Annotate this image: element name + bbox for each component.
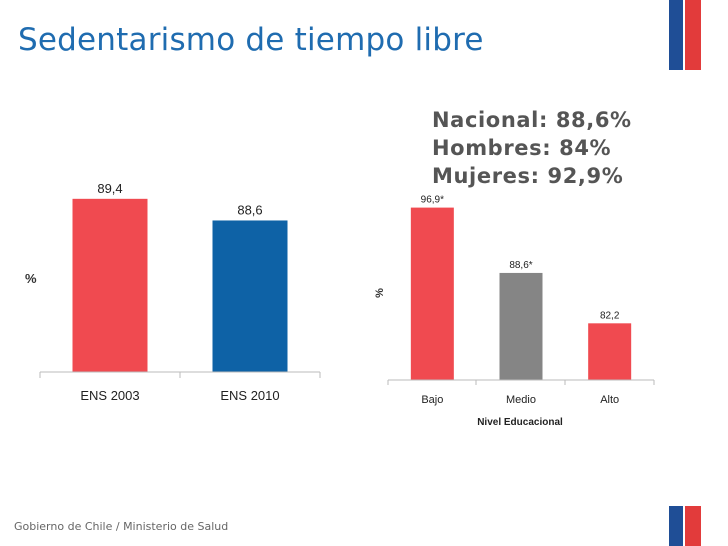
- stat-mujeres: Mujeres: 92,9%: [432, 164, 624, 188]
- data-label-alto: 82,2: [600, 310, 620, 321]
- flag-top: [669, 0, 701, 70]
- chart2-ylabel: %: [374, 288, 386, 298]
- data-label-medio: 88,6*: [509, 260, 532, 271]
- bar-ens-2010: [212, 220, 288, 372]
- page-title: Sedentarismo de tiempo libre: [18, 22, 484, 58]
- tick-label-ens-2010: ENS 2010: [220, 388, 279, 403]
- tick-label-alto: Alto: [600, 394, 619, 406]
- stat-nacional: Nacional: 88,6%: [432, 108, 632, 132]
- bar-ens-2003: [72, 198, 148, 372]
- data-label-ens-2010: 88,6: [237, 202, 262, 217]
- chart1-ylabel: %: [25, 271, 37, 286]
- bar-alto: [588, 323, 632, 380]
- tick-label-bajo: Bajo: [421, 394, 443, 406]
- flag-bottom: [669, 506, 701, 546]
- chart-ens: % ENS 2003 ENS 2010 89,4 88,6: [25, 181, 321, 403]
- data-label-bajo: 96,9*: [421, 195, 444, 206]
- summary-stats: Nacional: 88,6% Hombres: 84% Mujeres: 92…: [432, 106, 632, 190]
- bar-medio: [499, 272, 543, 380]
- footer-text: Gobierno de Chile / Ministerio de Salud: [14, 520, 229, 533]
- data-label-ens-2003: 89,4: [97, 181, 122, 196]
- tick-label-medio: Medio: [506, 394, 536, 406]
- stat-hombres: Hombres: 84%: [432, 136, 612, 160]
- chart-nivel-educacional: % Bajo Medio Alto 96,9* 88,6* 82,2 Nivel Edu…: [374, 195, 655, 428]
- chart2-xlabel: Nivel Educacional: [477, 417, 563, 428]
- tick-label-ens-2003: ENS 2003: [80, 388, 139, 403]
- bar-bajo: [410, 207, 454, 380]
